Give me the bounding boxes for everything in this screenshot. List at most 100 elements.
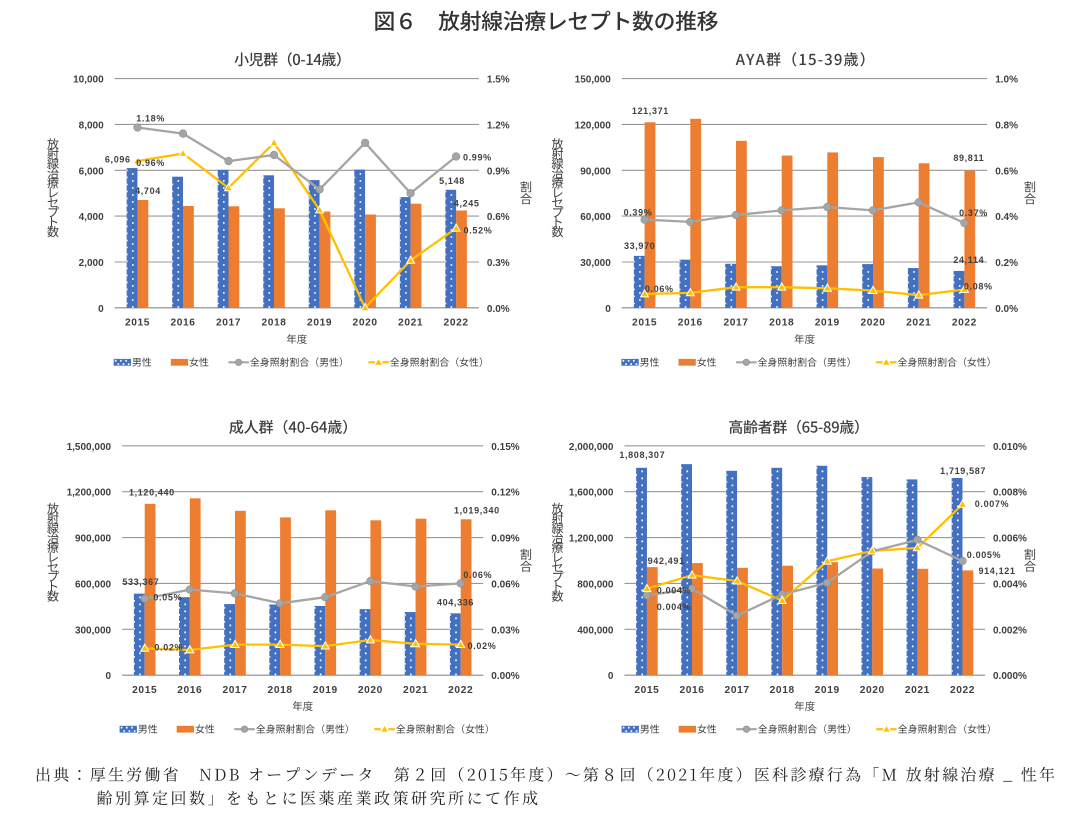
svg-text:120,000: 120,000	[575, 120, 612, 131]
svg-text:4,000: 4,000	[79, 212, 104, 223]
svg-text:2021: 2021	[398, 318, 423, 329]
svg-text:60,000: 60,000	[580, 212, 611, 223]
svg-text:0.6%: 0.6%	[487, 212, 510, 223]
svg-text:0: 0	[605, 304, 611, 315]
svg-text:89,811: 89,811	[953, 153, 984, 163]
svg-text:2019: 2019	[815, 685, 840, 696]
svg-text:0.15%: 0.15%	[491, 442, 519, 453]
svg-text:150,000: 150,000	[575, 75, 612, 86]
svg-text:2018: 2018	[769, 318, 794, 329]
svg-text:404,336: 404,336	[437, 598, 474, 608]
svg-text:6,096: 6,096	[105, 155, 131, 165]
svg-text:90,000: 90,000	[580, 166, 611, 177]
svg-text:2020: 2020	[860, 685, 885, 696]
svg-text:2021: 2021	[906, 318, 931, 329]
svg-text:5,148: 5,148	[439, 176, 465, 186]
svg-text:0.2%: 0.2%	[995, 258, 1018, 269]
svg-text:0.06%: 0.06%	[491, 579, 519, 590]
svg-text:0.09%: 0.09%	[491, 534, 519, 545]
svg-text:0: 0	[98, 304, 104, 315]
svg-text:2017: 2017	[222, 685, 247, 696]
svg-text:2016: 2016	[170, 318, 195, 329]
svg-text:0.010%: 0.010%	[993, 442, 1027, 453]
svg-text:0.0%: 0.0%	[487, 304, 510, 315]
svg-text:2017: 2017	[216, 318, 241, 329]
svg-text:400,000: 400,000	[577, 625, 614, 636]
svg-text:2018: 2018	[268, 685, 293, 696]
svg-text:0.96%: 0.96%	[136, 158, 165, 168]
svg-text:0.02%: 0.02%	[154, 642, 183, 652]
svg-text:0.008%: 0.008%	[993, 488, 1027, 499]
svg-text:1.0%: 1.0%	[995, 75, 1018, 86]
svg-text:1,019,340: 1,019,340	[454, 506, 500, 516]
svg-text:0.000%: 0.000%	[993, 671, 1027, 682]
svg-text:2,000: 2,000	[79, 258, 104, 269]
svg-text:0.6%: 0.6%	[995, 166, 1018, 177]
svg-text:2022: 2022	[444, 318, 469, 329]
svg-text:0.06%: 0.06%	[645, 284, 674, 294]
svg-text:2019: 2019	[307, 318, 332, 329]
svg-text:2016: 2016	[679, 685, 704, 696]
svg-text:0.004%: 0.004%	[657, 602, 691, 612]
svg-text:1,719,587: 1,719,587	[940, 466, 986, 476]
svg-text:2022: 2022	[952, 318, 977, 329]
svg-text:2018: 2018	[770, 685, 795, 696]
svg-text:942,491: 942,491	[648, 556, 685, 566]
svg-text:0.37%: 0.37%	[959, 208, 988, 218]
svg-text:900,000: 900,000	[75, 534, 112, 545]
svg-text:2016: 2016	[177, 685, 202, 696]
svg-text:0.12%: 0.12%	[491, 488, 519, 499]
svg-text:1,808,307: 1,808,307	[619, 450, 665, 460]
svg-text:2017: 2017	[723, 318, 748, 329]
svg-text:1.2%: 1.2%	[487, 120, 510, 131]
svg-text:0: 0	[608, 671, 614, 682]
svg-text:914,121: 914,121	[978, 566, 1015, 576]
svg-text:2021: 2021	[905, 685, 930, 696]
svg-text:0.52%: 0.52%	[464, 226, 493, 236]
svg-text:33,970: 33,970	[624, 241, 655, 251]
svg-text:0.06%: 0.06%	[463, 570, 492, 580]
svg-text:0.02%: 0.02%	[468, 641, 497, 651]
svg-text:1.18%: 1.18%	[136, 114, 165, 124]
svg-text:2022: 2022	[950, 685, 975, 696]
svg-text:0.39%: 0.39%	[624, 207, 653, 217]
svg-text:0.99%: 0.99%	[463, 153, 492, 163]
svg-text:0.4%: 0.4%	[995, 212, 1018, 223]
svg-text:2020: 2020	[358, 685, 383, 696]
svg-text:6,000: 6,000	[79, 166, 104, 177]
svg-text:2017: 2017	[725, 685, 750, 696]
svg-text:1,200,000: 1,200,000	[569, 534, 614, 545]
svg-text:2019: 2019	[313, 685, 338, 696]
svg-text:533,367: 533,367	[122, 577, 159, 587]
svg-text:2018: 2018	[261, 318, 286, 329]
svg-text:2021: 2021	[403, 685, 428, 696]
svg-text:0.05%: 0.05%	[153, 592, 182, 602]
svg-text:1.5%: 1.5%	[487, 75, 510, 86]
svg-text:0.006%: 0.006%	[993, 534, 1027, 545]
svg-text:0.005%: 0.005%	[967, 550, 1001, 560]
svg-text:0.00%: 0.00%	[491, 671, 519, 682]
svg-text:2019: 2019	[815, 318, 840, 329]
svg-text:0.0%: 0.0%	[995, 304, 1018, 315]
svg-text:1,600,000: 1,600,000	[569, 488, 614, 499]
svg-text:0.004%: 0.004%	[993, 579, 1027, 590]
svg-text:0.08%: 0.08%	[964, 282, 993, 292]
svg-text:30,000: 30,000	[580, 258, 611, 269]
svg-text:2020: 2020	[860, 318, 885, 329]
svg-text:0.007%: 0.007%	[975, 499, 1009, 509]
svg-text:4,704: 4,704	[135, 186, 161, 196]
svg-text:2,000,000: 2,000,000	[569, 442, 614, 453]
svg-text:0.9%: 0.9%	[487, 166, 510, 177]
svg-text:300,000: 300,000	[75, 625, 112, 636]
svg-text:2020: 2020	[353, 318, 378, 329]
svg-text:1,500,000: 1,500,000	[67, 442, 112, 453]
svg-text:2022: 2022	[448, 685, 473, 696]
svg-text:0.004%: 0.004%	[657, 585, 691, 595]
svg-text:1,200,000: 1,200,000	[67, 488, 112, 499]
svg-text:0.8%: 0.8%	[995, 120, 1018, 131]
svg-text:2015: 2015	[632, 318, 657, 329]
svg-text:0.002%: 0.002%	[993, 625, 1027, 636]
svg-text:800,000: 800,000	[577, 579, 614, 590]
svg-text:10,000: 10,000	[73, 75, 104, 86]
svg-text:1,120,440: 1,120,440	[129, 488, 175, 498]
